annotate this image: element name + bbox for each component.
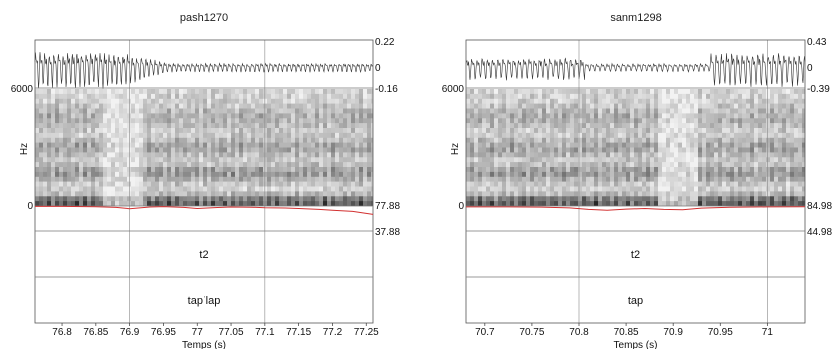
panel-left-title: pash1270: [179, 12, 229, 24]
p0-x-tick-label: 77: [192, 327, 204, 338]
p0-xlabel: Temps (s): [182, 340, 226, 349]
p0-x-tick-label: 77.25: [354, 327, 379, 338]
p1-x-tick-label: 70.85: [614, 327, 639, 338]
p0-waveform-min-label: -0.16: [375, 84, 398, 95]
p1-x-tick-label: 71: [762, 327, 774, 338]
p1-spectrogram-image: [466, 89, 805, 206]
p1-waveform-min-label: -0.39: [807, 84, 830, 95]
p1-x-tick-label: 70.95: [708, 327, 733, 338]
p1-pitch-min-label: 44.98: [807, 227, 832, 238]
p0-x-tick-label: 77.1: [255, 327, 275, 338]
p1-pitch-max-label: 84.98: [807, 201, 832, 212]
p0-pitch-max-label: 77.88: [375, 201, 400, 212]
p0-x-tick-label: 76.85: [83, 327, 108, 338]
p0-tier-1-label: t2: [199, 249, 208, 261]
p0-waveform-trace: [34, 52, 374, 89]
p1-x-tick-label: 70.7: [475, 327, 495, 338]
p1-x-tick-label: 70.8: [569, 327, 589, 338]
p1-ylabel: Hz: [450, 143, 461, 155]
p1-freq-min-label: 0: [458, 201, 464, 212]
p1-waveform-trace: [465, 53, 806, 87]
p0-x-tick-label: 77.15: [286, 327, 311, 338]
p1-waveform-zero-label: 0: [807, 63, 813, 74]
p1-xlabel: Temps (s): [614, 340, 658, 349]
p0-waveform-max-label: 0.22: [375, 37, 395, 48]
p0-waveform-zero-label: 0: [375, 63, 381, 74]
p1-freq-max-label: 6000: [442, 84, 465, 95]
p0-pitch-contour: [35, 205, 374, 215]
p1-frame: [465, 39, 806, 324]
p0-spectrogram-image: [35, 89, 373, 206]
p0-pitch-min-label: 37.88: [375, 227, 400, 238]
p0-x-tick-label: 77.2: [323, 327, 343, 338]
p0-frame: [34, 39, 374, 324]
p0-x-tick-label: 76.95: [151, 327, 176, 338]
p0-x-tick-label: 76.9: [120, 327, 140, 338]
p1-pitch-contour: [466, 206, 806, 211]
p0-x-tick-label: 76.8: [52, 327, 72, 338]
p0-ylabel: Hz: [19, 143, 30, 155]
p1-waveform-max-label: 0.43: [807, 37, 827, 48]
p1-tier-1-label: t2: [631, 249, 640, 261]
p1-x-tick-label: 70.9: [663, 327, 683, 338]
p1-x-tick-label: 70.75: [519, 327, 544, 338]
p0-x-tick-label: 77.05: [219, 327, 244, 338]
p0-freq-max-label: 6000: [11, 84, 34, 95]
p0-freq-min-label: 0: [27, 201, 33, 212]
panel-right-title: sanm1298: [610, 12, 662, 24]
p1-panel: 0.43 0 -0.39 84.98 44.98 6000 0 Hz t2 tap 70.7 70.7…: [442, 37, 833, 351]
p0-panel: 0.22 0 -0.16 77.88 37.88 6000 0 Hz t2 tapˈlap 76.8…: [11, 37, 401, 351]
p1-tier-2-label: tap: [628, 295, 643, 307]
p0-tier-2-label: tapˈlap: [188, 295, 221, 307]
